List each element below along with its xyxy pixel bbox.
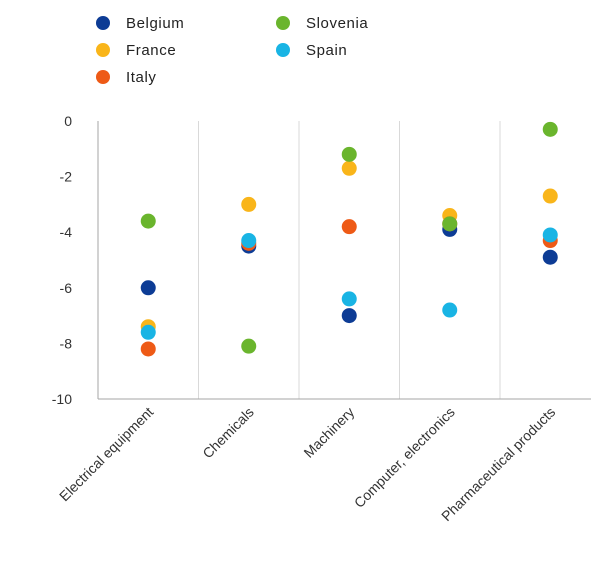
legend-marker-belgium: [96, 16, 110, 30]
axes: [97, 121, 591, 400]
legend-marker-spain: [276, 43, 290, 57]
point-france-chemicals: [241, 196, 257, 212]
legend-marker-france: [96, 43, 110, 57]
data-points: [140, 121, 558, 357]
y-tick-label: -8: [60, 335, 73, 351]
legend-label-france: France: [126, 41, 177, 59]
legend-label-slovenia: Slovenia: [306, 14, 369, 32]
point-belgium-electrical-equipment: [140, 280, 156, 296]
y-tick-label: 0: [64, 113, 72, 129]
point-italy-electrical-equipment: [140, 341, 156, 357]
point-slovenia-machinery: [341, 146, 357, 162]
x-tick-label-computer-electronics: Computer, electronics: [351, 404, 458, 511]
point-slovenia-chemicals: [241, 338, 257, 354]
point-spain-pharmaceutical-products: [542, 227, 558, 243]
point-slovenia-pharmaceutical-products: [542, 121, 558, 137]
grid-lines: [198, 121, 501, 399]
point-spain-chemicals: [241, 233, 257, 249]
legend-item-italy: Italy: [96, 64, 157, 90]
legend-marker-slovenia: [276, 16, 290, 30]
y-tick-label: -2: [60, 169, 73, 185]
chart-legend: Belgium France Italy Slovenia Spain: [96, 10, 436, 94]
legend-item-slovenia: Slovenia: [276, 10, 368, 36]
x-tick-label-chemicals: Chemicals: [199, 404, 257, 462]
y-tick-label: -10: [52, 391, 72, 407]
legend-marker-italy: [96, 70, 110, 84]
point-belgium-machinery: [341, 308, 357, 324]
y-tick-labels: 0 -2 -4 -6 -8 -10: [52, 113, 72, 407]
point-spain-electrical-equipment: [140, 324, 156, 340]
x-tick-label-pharmaceutical-products: Pharmaceutical products: [438, 404, 558, 524]
point-slovenia-electrical-equipment: [140, 213, 156, 229]
point-france-machinery: [341, 160, 357, 176]
point-italy-machinery: [341, 219, 357, 235]
legend-label-belgium: Belgium: [126, 14, 185, 32]
point-spain-machinery: [341, 291, 357, 307]
legend-item-belgium: Belgium: [96, 10, 184, 36]
legend-label-italy: Italy: [126, 68, 157, 86]
point-slovenia-computer-electronics: [442, 216, 458, 232]
legend-item-spain: Spain: [276, 37, 347, 63]
legend-item-france: France: [96, 37, 176, 63]
x-tick-label-electrical-equipment: Electrical equipment: [56, 404, 157, 505]
x-tick-labels: Electrical equipment Chemicals MachineryCo…: [56, 404, 558, 524]
point-spain-computer-electronics: [442, 302, 458, 318]
y-tick-label: -4: [60, 224, 73, 240]
point-france-pharmaceutical-products: [542, 188, 558, 204]
legend-label-spain: Spain: [306, 41, 348, 59]
point-belgium-pharmaceutical-products: [542, 249, 558, 265]
x-tick-label-machinery: Machinery: [300, 404, 357, 461]
y-tick-label: -6: [60, 280, 73, 296]
